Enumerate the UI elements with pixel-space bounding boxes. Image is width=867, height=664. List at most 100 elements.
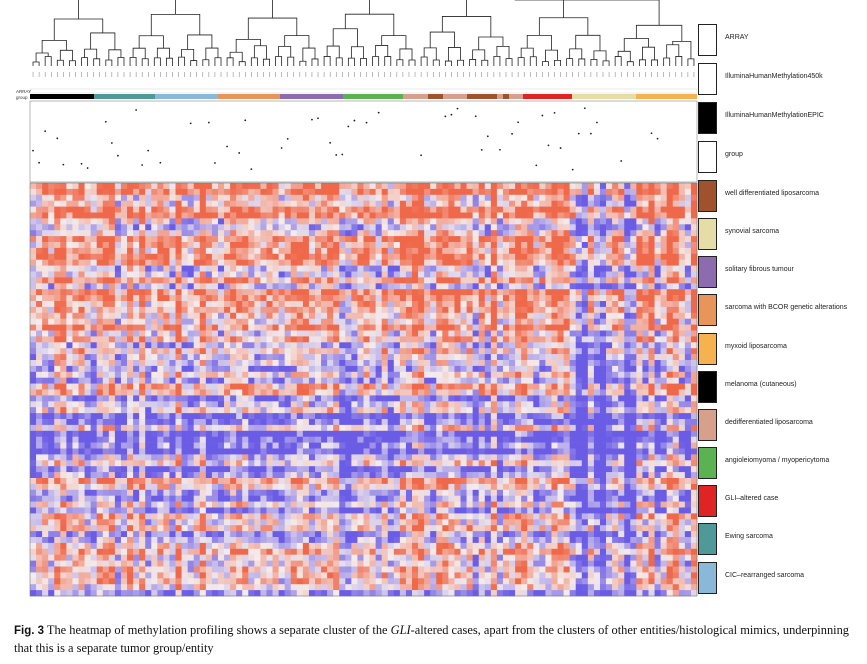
heatmap-cell bbox=[108, 230, 116, 237]
heatmap-cell bbox=[363, 560, 370, 567]
heatmap-cell bbox=[157, 318, 164, 325]
heatmap-cell bbox=[181, 354, 188, 361]
heatmap-cell bbox=[351, 360, 358, 367]
heatmap-cell bbox=[205, 413, 213, 420]
heatmap-cell bbox=[90, 389, 97, 396]
heatmap-cell bbox=[381, 230, 389, 237]
heatmap-cell bbox=[120, 242, 128, 249]
heatmap-cell bbox=[102, 336, 110, 343]
heatmap-cell bbox=[163, 395, 170, 402]
heatmap-cell bbox=[217, 253, 225, 260]
dendrogram-branch bbox=[505, 58, 513, 66]
heatmap-cell bbox=[308, 489, 316, 496]
heatmap-cell bbox=[236, 537, 243, 544]
heatmap-cell bbox=[54, 236, 61, 243]
heatmap-cell bbox=[114, 436, 122, 443]
heatmap-cell bbox=[30, 472, 37, 479]
heatmap-cell bbox=[108, 424, 116, 432]
heatmap-cell bbox=[84, 430, 91, 437]
heatmap-cell bbox=[363, 183, 370, 190]
heatmap-cell bbox=[217, 330, 225, 337]
heatmap-cell bbox=[102, 560, 110, 567]
heatmap-cell bbox=[42, 242, 49, 249]
heatmap-cell bbox=[60, 295, 67, 302]
heatmap-cell bbox=[266, 560, 273, 567]
heatmap-cell bbox=[254, 283, 261, 290]
heatmap-cell bbox=[163, 424, 170, 432]
heatmap-cell bbox=[30, 507, 37, 514]
heatmap-cell bbox=[211, 277, 219, 284]
heatmap-cell bbox=[254, 489, 261, 496]
heatmap-cell bbox=[242, 265, 249, 272]
heatmap-cell bbox=[236, 183, 243, 190]
heatmap-cell bbox=[405, 578, 413, 585]
heatmap-cell bbox=[357, 230, 364, 237]
heatmap-cell bbox=[54, 206, 61, 213]
heatmap-cell bbox=[327, 206, 334, 213]
heatmap-cell bbox=[151, 324, 158, 331]
heatmap-cell bbox=[284, 525, 292, 532]
heatmap-cell bbox=[96, 377, 104, 384]
heatmap-cell bbox=[278, 365, 285, 373]
heatmap-cell bbox=[412, 495, 419, 502]
heatmap-cell bbox=[405, 419, 413, 426]
heatmap-cell bbox=[266, 306, 273, 314]
heatmap-cell bbox=[30, 436, 37, 443]
heatmap-cell bbox=[296, 336, 304, 343]
heatmap-cell bbox=[139, 247, 146, 255]
heatmap-cell bbox=[430, 330, 437, 337]
heatmap-cell bbox=[254, 206, 261, 213]
heatmap-cell bbox=[381, 413, 389, 420]
heatmap-cell bbox=[290, 230, 298, 237]
heatmap-cell bbox=[120, 466, 128, 473]
heatmap-cell bbox=[418, 566, 425, 573]
heatmap-cell bbox=[157, 548, 164, 555]
heatmap-cell bbox=[266, 360, 273, 367]
heatmap-cell bbox=[193, 259, 201, 266]
heatmap-cell bbox=[224, 483, 231, 491]
heatmap-cell bbox=[114, 383, 122, 390]
heatmap-cell bbox=[42, 419, 49, 426]
heatmap-cell bbox=[60, 454, 67, 461]
heatmap-cell bbox=[205, 212, 213, 219]
heatmap-cell bbox=[108, 271, 116, 278]
heatmap-cell bbox=[60, 560, 67, 567]
heatmap-cell bbox=[108, 566, 116, 573]
heatmap-cell bbox=[296, 295, 304, 302]
heatmap-cell bbox=[145, 295, 152, 302]
heatmap-cell bbox=[175, 289, 182, 296]
heatmap-cell bbox=[102, 424, 110, 432]
heatmap-cell bbox=[84, 590, 91, 597]
heatmap-cell bbox=[42, 466, 49, 473]
dendrogram-branch bbox=[687, 58, 695, 66]
heatmap-cell bbox=[248, 566, 255, 573]
heatmap-cell bbox=[169, 371, 176, 378]
heatmap-cell bbox=[290, 472, 298, 479]
heatmap-cell bbox=[199, 478, 207, 485]
heatmap-cell bbox=[224, 478, 231, 485]
heatmap-cell bbox=[284, 430, 292, 437]
heatmap-cell bbox=[84, 200, 91, 207]
heatmap-cell bbox=[90, 312, 97, 319]
heatmap-cell bbox=[272, 247, 279, 255]
heatmap-cell bbox=[217, 531, 225, 538]
heatmap-cell bbox=[199, 531, 207, 538]
heatmap-cell bbox=[248, 531, 255, 538]
heatmap-cell bbox=[139, 224, 146, 231]
heatmap-cell bbox=[145, 206, 152, 213]
heatmap-cell bbox=[284, 548, 292, 555]
heatmap-cell bbox=[72, 531, 79, 538]
heatmap-cell bbox=[78, 236, 85, 243]
heatmap-cell bbox=[205, 247, 213, 255]
heatmap-cell bbox=[30, 578, 37, 585]
heatmap-cell bbox=[175, 271, 182, 278]
heatmap-cell bbox=[424, 354, 431, 361]
heatmap-cell bbox=[248, 318, 255, 325]
heatmap-cell bbox=[357, 277, 364, 284]
heatmap-cell bbox=[78, 507, 85, 514]
heatmap-cell bbox=[254, 183, 261, 190]
scatter-point bbox=[329, 141, 332, 144]
heatmap-cell bbox=[314, 501, 322, 508]
heatmap-cell bbox=[430, 572, 437, 579]
heatmap-cell bbox=[272, 560, 279, 567]
